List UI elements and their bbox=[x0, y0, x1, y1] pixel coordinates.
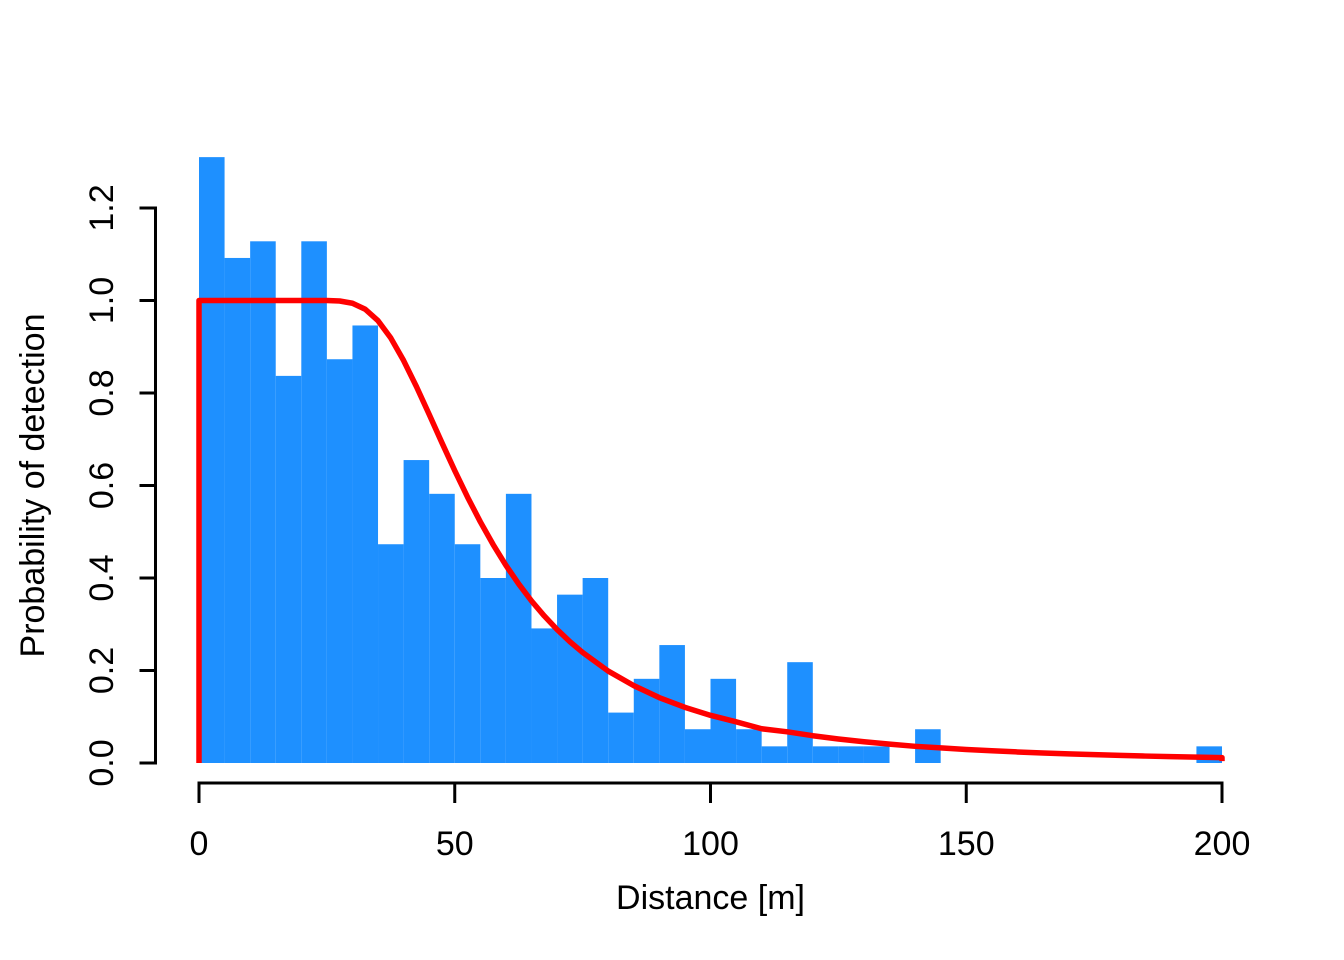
histogram-bar bbox=[199, 157, 225, 763]
histogram-bar bbox=[480, 578, 506, 763]
histogram-bar bbox=[684, 729, 711, 763]
y-axis-title: Probability of detection bbox=[14, 314, 52, 658]
histogram-bar bbox=[250, 241, 276, 764]
histogram-bar bbox=[301, 241, 327, 764]
histogram-bar bbox=[454, 544, 481, 763]
histogram-bar bbox=[378, 544, 404, 763]
histogram-bar bbox=[608, 712, 634, 763]
fit-curve-layer bbox=[196, 297, 1225, 763]
histogram-bar bbox=[838, 746, 864, 763]
y-tick-label: 1.0 bbox=[83, 277, 121, 324]
x-tick-label: 100 bbox=[682, 825, 739, 863]
x-tick-label: 50 bbox=[436, 825, 474, 863]
histogram-bar bbox=[863, 746, 890, 763]
histogram-bar bbox=[505, 493, 532, 763]
histogram-bar bbox=[352, 325, 379, 763]
histogram-bar bbox=[224, 257, 251, 763]
histogram-bars-layer bbox=[199, 157, 1222, 764]
histogram-bar bbox=[736, 729, 762, 763]
y-tick-label: 0.8 bbox=[83, 369, 121, 416]
histogram-bar bbox=[275, 375, 302, 763]
y-tick-label: 0.2 bbox=[83, 647, 121, 694]
y-tick-label: 0.6 bbox=[83, 462, 121, 509]
axes-layer: 0 50 100 150 200 0.0 0.2 0.4 0.6 0.8 1.0 1.2 bbox=[83, 184, 1250, 863]
detection-function-curve bbox=[196, 297, 1225, 763]
histogram-bar bbox=[812, 746, 839, 763]
x-tick-label: 0 bbox=[190, 825, 209, 863]
x-tick-label: 200 bbox=[1194, 825, 1251, 863]
histogram-bar bbox=[326, 359, 353, 763]
histogram-bar bbox=[531, 628, 558, 763]
histogram-bar bbox=[403, 460, 430, 763]
histogram-bar bbox=[787, 662, 813, 763]
x-axis-title: Distance [m] bbox=[616, 879, 805, 917]
x-tick-label: 150 bbox=[938, 825, 995, 863]
y-tick-label: 1.2 bbox=[83, 184, 121, 231]
y-tick-label: 0.4 bbox=[83, 554, 121, 601]
y-tick-label: 0.0 bbox=[83, 739, 121, 786]
histogram-bar bbox=[557, 594, 583, 763]
histogram-bar bbox=[761, 746, 788, 763]
histogram-bar bbox=[429, 493, 455, 763]
